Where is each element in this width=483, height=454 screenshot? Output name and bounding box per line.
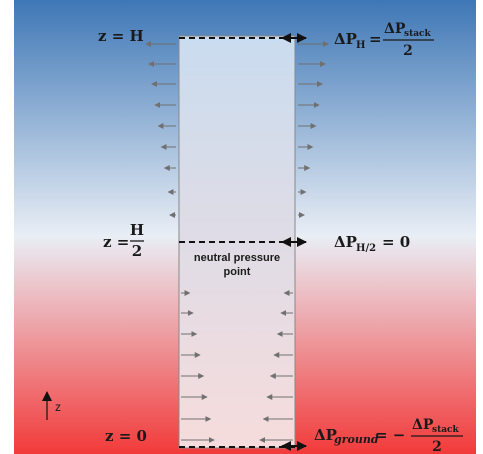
- dp-bottom-den: 2: [432, 439, 442, 454]
- dp-top-eq: =: [369, 30, 382, 48]
- z-mid-numerator: H: [130, 221, 144, 239]
- dp-bottom-num-sub: stack: [432, 425, 460, 435]
- z-mid-label: z =: [103, 233, 129, 251]
- dp-bottom-num: ΔP: [412, 417, 434, 433]
- leakage-arrows: [145, 41, 329, 443]
- dp-bottom-lhs: ΔP: [314, 426, 337, 444]
- dp-top-den: 2: [403, 43, 413, 59]
- dp-bottom-sub: ground: [334, 433, 379, 446]
- dp-mid-lhs: ΔP: [334, 233, 357, 251]
- z-axis-label: z: [55, 400, 61, 414]
- neutral-pressure-label-2: point: [224, 266, 251, 278]
- neutral-pressure-label: neutral pressure: [194, 252, 280, 264]
- dp-top-lhs: ΔP: [334, 30, 357, 48]
- z-bottom-label: z = 0: [105, 427, 147, 445]
- dp-top-num-sub: stack: [404, 29, 432, 39]
- z-mid-denominator: 2: [132, 242, 142, 260]
- dp-mid-sub: H/2: [356, 243, 376, 254]
- dp-mid-rhs: = 0: [382, 233, 410, 251]
- building: [178, 35, 296, 449]
- z-top-label: z = H: [98, 27, 144, 45]
- dp-top-num: ΔP: [384, 21, 406, 37]
- dp-bottom-eq: = −: [375, 426, 405, 444]
- dp-top-sub: H: [356, 40, 365, 51]
